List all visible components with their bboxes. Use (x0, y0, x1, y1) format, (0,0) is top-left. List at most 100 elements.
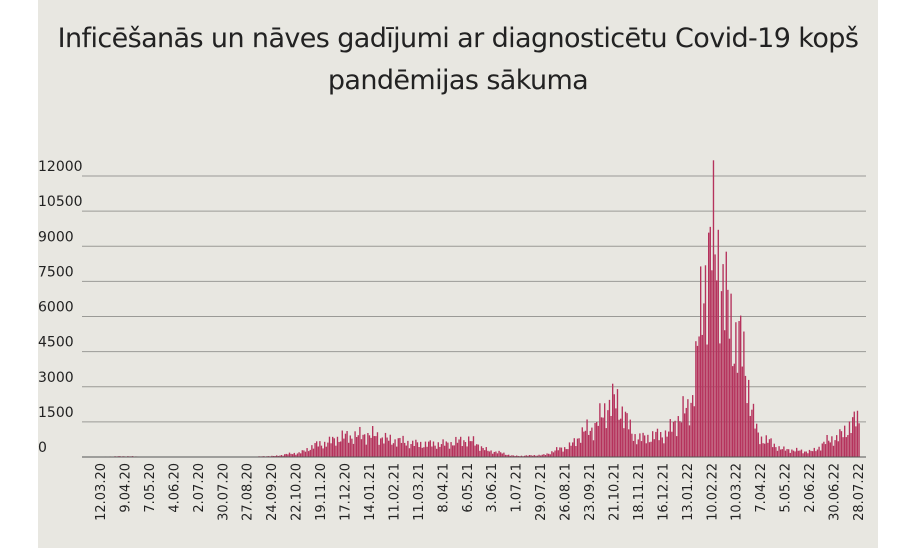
bar (271, 455, 273, 457)
bar (820, 450, 822, 457)
bar (324, 441, 326, 457)
bar (812, 451, 814, 457)
bar (679, 421, 681, 457)
bar (314, 443, 316, 457)
bar (813, 447, 815, 457)
bar (279, 455, 281, 457)
bar (298, 452, 300, 457)
bar (804, 451, 806, 457)
bar (818, 446, 820, 457)
bar (328, 436, 331, 457)
bar (760, 436, 763, 457)
bar (485, 447, 487, 457)
bar (807, 453, 809, 457)
bar (720, 291, 723, 457)
x-tick-label: 28.07.22 (852, 463, 867, 521)
bar (436, 448, 438, 457)
bar (802, 453, 804, 457)
bar (666, 436, 668, 457)
x-tick-label: 29.07.21 (534, 463, 549, 521)
bar (658, 440, 660, 457)
bar (756, 423, 758, 457)
bar (626, 413, 628, 457)
bar (669, 419, 671, 457)
bar (709, 226, 711, 457)
x-tick-label: 10.02.22 (705, 463, 720, 521)
bar (330, 443, 332, 457)
bar (391, 444, 393, 457)
bar (402, 435, 404, 457)
bar (424, 441, 427, 457)
bar (520, 455, 523, 457)
bar (821, 443, 823, 457)
bar (687, 399, 689, 457)
bar (688, 425, 691, 457)
bar (370, 437, 372, 457)
bar (557, 450, 559, 457)
x-tick-label: 22.10.20 (290, 463, 305, 521)
bar (437, 442, 439, 457)
bar (439, 446, 441, 457)
bar (453, 445, 455, 457)
bar (503, 452, 505, 457)
bar (711, 270, 713, 457)
bar (287, 454, 289, 457)
bar (458, 439, 460, 457)
bar (282, 455, 284, 457)
bar (703, 303, 705, 457)
bar (388, 440, 390, 457)
bar (570, 445, 572, 457)
bar (772, 447, 774, 457)
bar (844, 425, 846, 457)
bar (548, 453, 550, 457)
bar (624, 411, 627, 457)
bar (765, 435, 767, 457)
bar (468, 436, 470, 457)
bar (431, 446, 433, 457)
bar (536, 455, 539, 457)
bar (405, 445, 407, 457)
bar (732, 366, 734, 457)
bar (712, 160, 715, 458)
x-tick-label: 11.03.21 (412, 463, 427, 521)
bar (367, 433, 369, 457)
bar (272, 455, 275, 457)
bar (368, 435, 371, 457)
bar (343, 438, 345, 457)
bar (639, 433, 641, 457)
bar (340, 441, 342, 457)
bar (620, 418, 622, 457)
bar (480, 446, 483, 457)
bar (736, 372, 739, 457)
bar (533, 455, 535, 457)
bar (773, 443, 775, 457)
bar (412, 440, 414, 457)
bar (476, 444, 478, 457)
bar (741, 366, 743, 457)
bar (610, 415, 612, 457)
x-tick-label: 14.01.21 (363, 463, 378, 521)
x-tick-label: 24.09.20 (265, 463, 280, 521)
x-tick-label: 3.06.21 (485, 463, 500, 513)
y-tick-label: 0 (38, 440, 47, 456)
bar (831, 436, 833, 457)
bar (564, 447, 566, 457)
bar (320, 445, 323, 457)
bar (389, 434, 391, 457)
bar (428, 441, 430, 457)
bar (525, 455, 527, 457)
bar (312, 448, 315, 457)
bar (364, 434, 366, 457)
bar (556, 447, 558, 457)
x-tick-label: 1.07.21 (510, 463, 525, 513)
bar (776, 450, 779, 457)
bar (746, 403, 748, 457)
bar (452, 445, 454, 457)
bar (316, 441, 318, 457)
bar (850, 433, 852, 457)
bar (394, 439, 396, 457)
bar (858, 423, 860, 457)
bar (290, 453, 292, 457)
bar (797, 450, 799, 457)
x-tick-label: 17.12.20 (339, 463, 354, 521)
